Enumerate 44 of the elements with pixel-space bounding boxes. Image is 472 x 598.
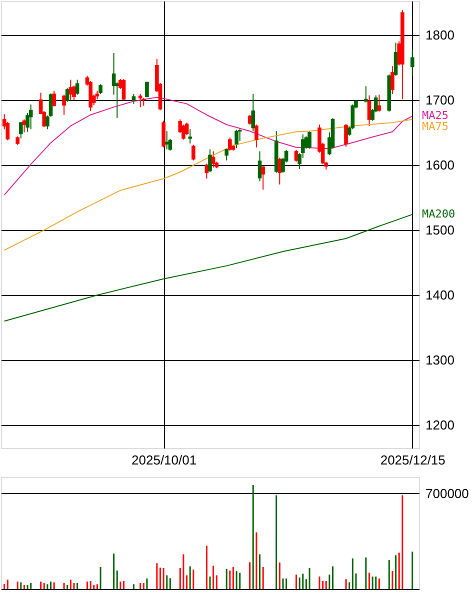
y-tick-label: 700000 — [426, 486, 469, 501]
candlestick — [162, 120, 166, 148]
candlestick — [62, 94, 66, 116]
candlestick — [28, 104, 33, 130]
y-tick-label: 1800 — [426, 27, 454, 42]
y-tick-label: 1500 — [426, 222, 454, 238]
candlestick — [192, 144, 196, 161]
candlestick — [261, 165, 265, 190]
candlestick — [164, 130, 169, 150]
candlestick — [75, 79, 80, 96]
candlestick — [364, 86, 368, 103]
candlestick — [308, 130, 312, 150]
candlestick — [145, 81, 149, 98]
candlestick — [52, 90, 56, 107]
candlestick — [65, 88, 70, 102]
candlestick — [254, 124, 258, 148]
series-label: MA200 — [422, 207, 456, 220]
y-tick-label: 1600 — [426, 157, 454, 172]
candlestick — [224, 148, 228, 161]
y-tick-label: 1300 — [426, 352, 454, 368]
series-label: MA25 — [422, 109, 448, 122]
x-tick-label: 2025/10/01 — [132, 452, 197, 468]
candlestick — [208, 148, 212, 173]
candlestick — [138, 94, 142, 108]
x-tick-label: 2025/12/15 — [380, 452, 446, 468]
candlestick — [390, 66, 394, 95]
line-series — [4, 96, 413, 196]
y-tick-label: 1200 — [426, 418, 454, 433]
candlestick — [251, 94, 256, 132]
candlestick — [19, 122, 23, 139]
line-series — [4, 118, 413, 251]
candlestick — [122, 78, 126, 102]
line-series — [4, 214, 413, 322]
candlestick — [98, 84, 102, 95]
candlestick — [410, 48, 414, 76]
candlestick — [234, 129, 238, 149]
candlestick — [132, 94, 136, 104]
series-label: MA75 — [422, 120, 448, 134]
candlestick — [344, 123, 348, 148]
y-tick-label: 1700 — [426, 92, 454, 108]
y-tick-label: 1400 — [426, 288, 454, 303]
candlestick — [184, 122, 189, 136]
candlestick — [228, 137, 232, 152]
candlestick — [188, 128, 192, 144]
